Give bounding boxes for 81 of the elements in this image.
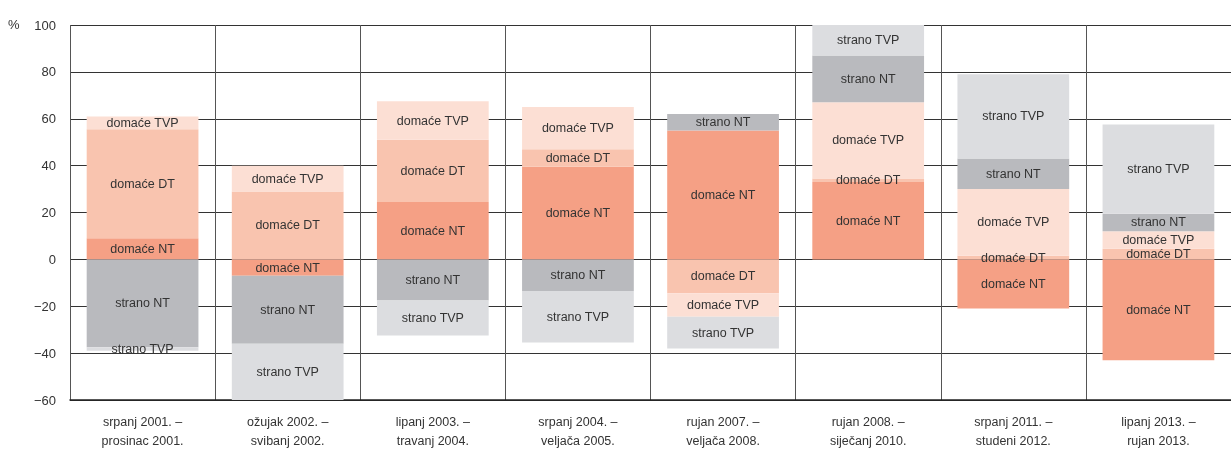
bar — [812, 55, 925, 103]
bar — [522, 291, 634, 343]
x-tick-label: lipanj 2003. – travanj 2004. — [395, 414, 471, 448]
text: domaće NT — [400, 223, 466, 238]
bar — [667, 316, 779, 349]
text: strano TVP — [982, 109, 1045, 124]
bar — [376, 259, 489, 301]
text: domaće NT — [690, 187, 756, 202]
text: domaće NT — [981, 276, 1046, 291]
text: domaće DT — [400, 163, 466, 178]
x-tick-label: srpanj 2011. – studeni 2012. — [974, 414, 1053, 448]
text: domaće NT — [835, 213, 901, 228]
y-axis-title: % — [8, 17, 20, 32]
text: domaće TVP — [977, 215, 1050, 230]
text: strano NT — [985, 166, 1041, 181]
bar — [522, 166, 634, 260]
bar — [667, 259, 779, 294]
x-tick-label: srpanj 2004. – veljača 2005. — [538, 414, 618, 448]
series-label: strano NT — [695, 115, 751, 130]
text: domaće DT — [981, 250, 1046, 265]
bar — [1102, 124, 1215, 214]
text: domaće DT — [835, 173, 901, 188]
series-label: domaće NT — [255, 260, 321, 275]
bar — [376, 300, 489, 336]
bar — [231, 343, 344, 400]
bar — [667, 130, 779, 260]
text: domaće DT — [545, 151, 611, 166]
y-tick-label: 60 — [41, 111, 56, 127]
text: domaće TVP — [541, 121, 614, 136]
text: strano NT — [550, 268, 606, 283]
y-tick-label: −60 — [33, 392, 56, 408]
text: strano TVP — [546, 309, 610, 324]
text: strano NT — [405, 272, 461, 287]
y-tick-label: 0 — [48, 251, 56, 267]
bar — [231, 191, 344, 260]
text: domaće TVP — [396, 113, 469, 128]
text: strano TVP — [401, 310, 464, 325]
text: strano TVP — [256, 364, 319, 379]
bar — [231, 275, 344, 344]
text: strano NT — [115, 296, 171, 311]
text: domaće DT — [255, 218, 320, 233]
bar — [957, 74, 1070, 159]
bar — [522, 107, 634, 150]
bar — [86, 129, 199, 239]
bar — [376, 139, 489, 202]
text: strano TVP — [1127, 162, 1190, 177]
bar — [812, 25, 925, 56]
text: domaće NT — [545, 206, 611, 221]
y-tick-label: 100 — [34, 17, 56, 33]
bar — [376, 201, 489, 260]
series-label: domaće DT — [1126, 247, 1192, 262]
x-tick-label: srpanj 2001. – prosinac 2001. — [101, 414, 184, 448]
y-tick-label: −20 — [33, 298, 56, 314]
bar — [522, 259, 634, 292]
text: domaće TVP — [687, 298, 760, 313]
y-tick-label: 40 — [41, 158, 56, 174]
bar — [812, 182, 925, 260]
x-tick-label: rujan 2007. – veljača 2008. — [686, 414, 760, 448]
bar — [376, 101, 489, 140]
text: domaće TVP — [251, 171, 324, 186]
bar — [1102, 259, 1215, 361]
bar — [957, 158, 1070, 190]
text: strano NT — [840, 71, 896, 86]
text: domaće DT — [690, 269, 756, 284]
text: domaće DT — [110, 176, 175, 191]
text: strano NT — [1130, 215, 1186, 230]
y-tick-label: −40 — [33, 345, 56, 361]
series-label: strano TVP — [111, 342, 174, 357]
text: domaće NT — [1126, 302, 1191, 317]
x-tick-label: rujan 2008. – siječanj 2010. — [829, 414, 907, 448]
y-tick-label: 80 — [41, 64, 56, 80]
x-tick-label: ožujak 2002. – svibanj 2002. — [247, 414, 329, 448]
text: domaće TVP — [1122, 233, 1195, 248]
y-tick-label: 20 — [41, 205, 56, 220]
text: domaće TVP — [832, 133, 905, 148]
x-tick-label: lipanj 2013. – rujan 2013. — [1121, 414, 1196, 448]
text: domaće NT — [110, 241, 175, 256]
series-label: domaće TVP — [106, 115, 179, 130]
text: strano NT — [260, 302, 316, 317]
text: strano TVP — [691, 325, 755, 340]
text: strano TVP — [837, 33, 900, 48]
